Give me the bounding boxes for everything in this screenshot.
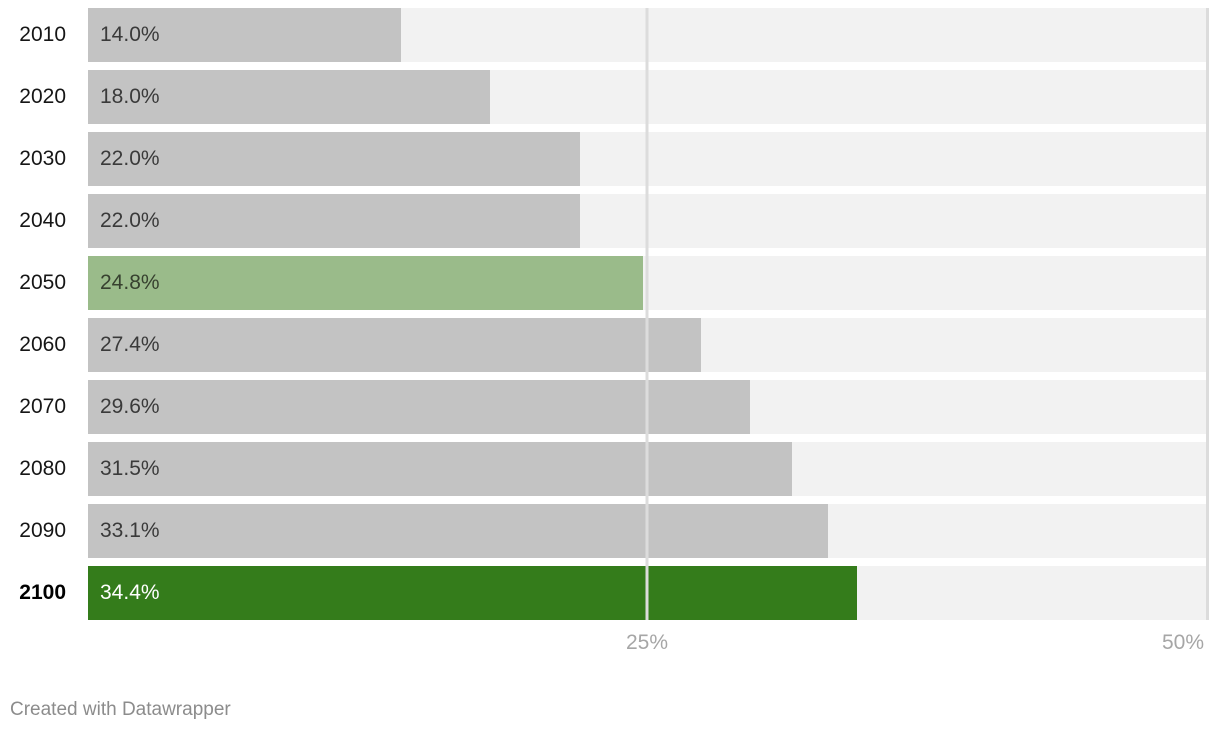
x-axis-tick-50: 50% [1161, 631, 1204, 654]
bar-row: 2050 24.8% [0, 256, 1220, 310]
category-label: 2060 [19, 333, 66, 356]
bar-track: 18.0% [88, 70, 1206, 124]
bar-row: 2010 14.0% [0, 8, 1220, 62]
bar: 24.8% [88, 256, 643, 310]
bar: 27.4% [88, 318, 701, 372]
category-label: 2080 [19, 457, 66, 480]
category-label: 2030 [19, 147, 66, 170]
bar: 34.4% [88, 566, 858, 620]
bar-track: 14.0% [88, 8, 1206, 62]
category-label: 2090 [19, 519, 66, 542]
bar-row: 2080 31.5% [0, 442, 1220, 496]
value-label: 22.0% [100, 147, 160, 170]
value-label: 22.0% [100, 209, 160, 232]
bar-track: 22.0% [88, 194, 1206, 248]
value-label: 18.0% [100, 85, 160, 108]
bar: 31.5% [88, 442, 793, 496]
bar: 29.6% [88, 380, 750, 434]
bar-track: 29.6% [88, 380, 1206, 434]
value-label: 29.6% [100, 395, 160, 418]
bar-track: 31.5% [88, 442, 1206, 496]
value-label: 27.4% [100, 333, 160, 356]
bar-chart: 2010 14.0% 2020 18.0% 2030 22.0% 2040 22.0% 2050… [0, 8, 1220, 658]
bar-row: 2060 27.4% [0, 318, 1220, 372]
bar-track: 22.0% [88, 132, 1206, 186]
x-axis-tick-25: 25% [625, 631, 669, 654]
bar: 22.0% [88, 132, 580, 186]
bar-row: 2040 22.0% [0, 194, 1220, 248]
category-label: 2010 [19, 23, 66, 46]
category-label: 2050 [19, 271, 66, 294]
bar-row: 2100 34.4% [0, 566, 1220, 620]
bar: 18.0% [88, 70, 491, 124]
attribution: Created with Datawrapper [10, 699, 231, 720]
value-label: 34.4% [100, 581, 160, 604]
bar-track: 34.4% [88, 566, 1206, 620]
category-label: 2040 [19, 209, 66, 232]
category-label: 2100 [19, 581, 66, 604]
bar-rows: 2010 14.0% 2020 18.0% 2030 22.0% 2040 22.0% 2050… [0, 8, 1220, 620]
category-label: 2070 [19, 395, 66, 418]
bar-row: 2030 22.0% [0, 132, 1220, 186]
bar: 22.0% [88, 194, 580, 248]
value-label: 31.5% [100, 457, 160, 480]
x-axis: 25% 50% [88, 628, 1206, 658]
category-label: 2020 [19, 85, 66, 108]
bar-row: 2020 18.0% [0, 70, 1220, 124]
bar: 14.0% [88, 8, 402, 62]
bar: 33.1% [88, 504, 829, 558]
value-label: 24.8% [100, 271, 160, 294]
value-label: 14.0% [100, 23, 160, 46]
bar-track: 24.8% [88, 256, 1206, 310]
bar-row: 2090 33.1% [0, 504, 1220, 558]
bar-track: 33.1% [88, 504, 1206, 558]
value-label: 33.1% [100, 519, 160, 542]
bar-row: 2070 29.6% [0, 380, 1220, 434]
bar-track: 27.4% [88, 318, 1206, 372]
